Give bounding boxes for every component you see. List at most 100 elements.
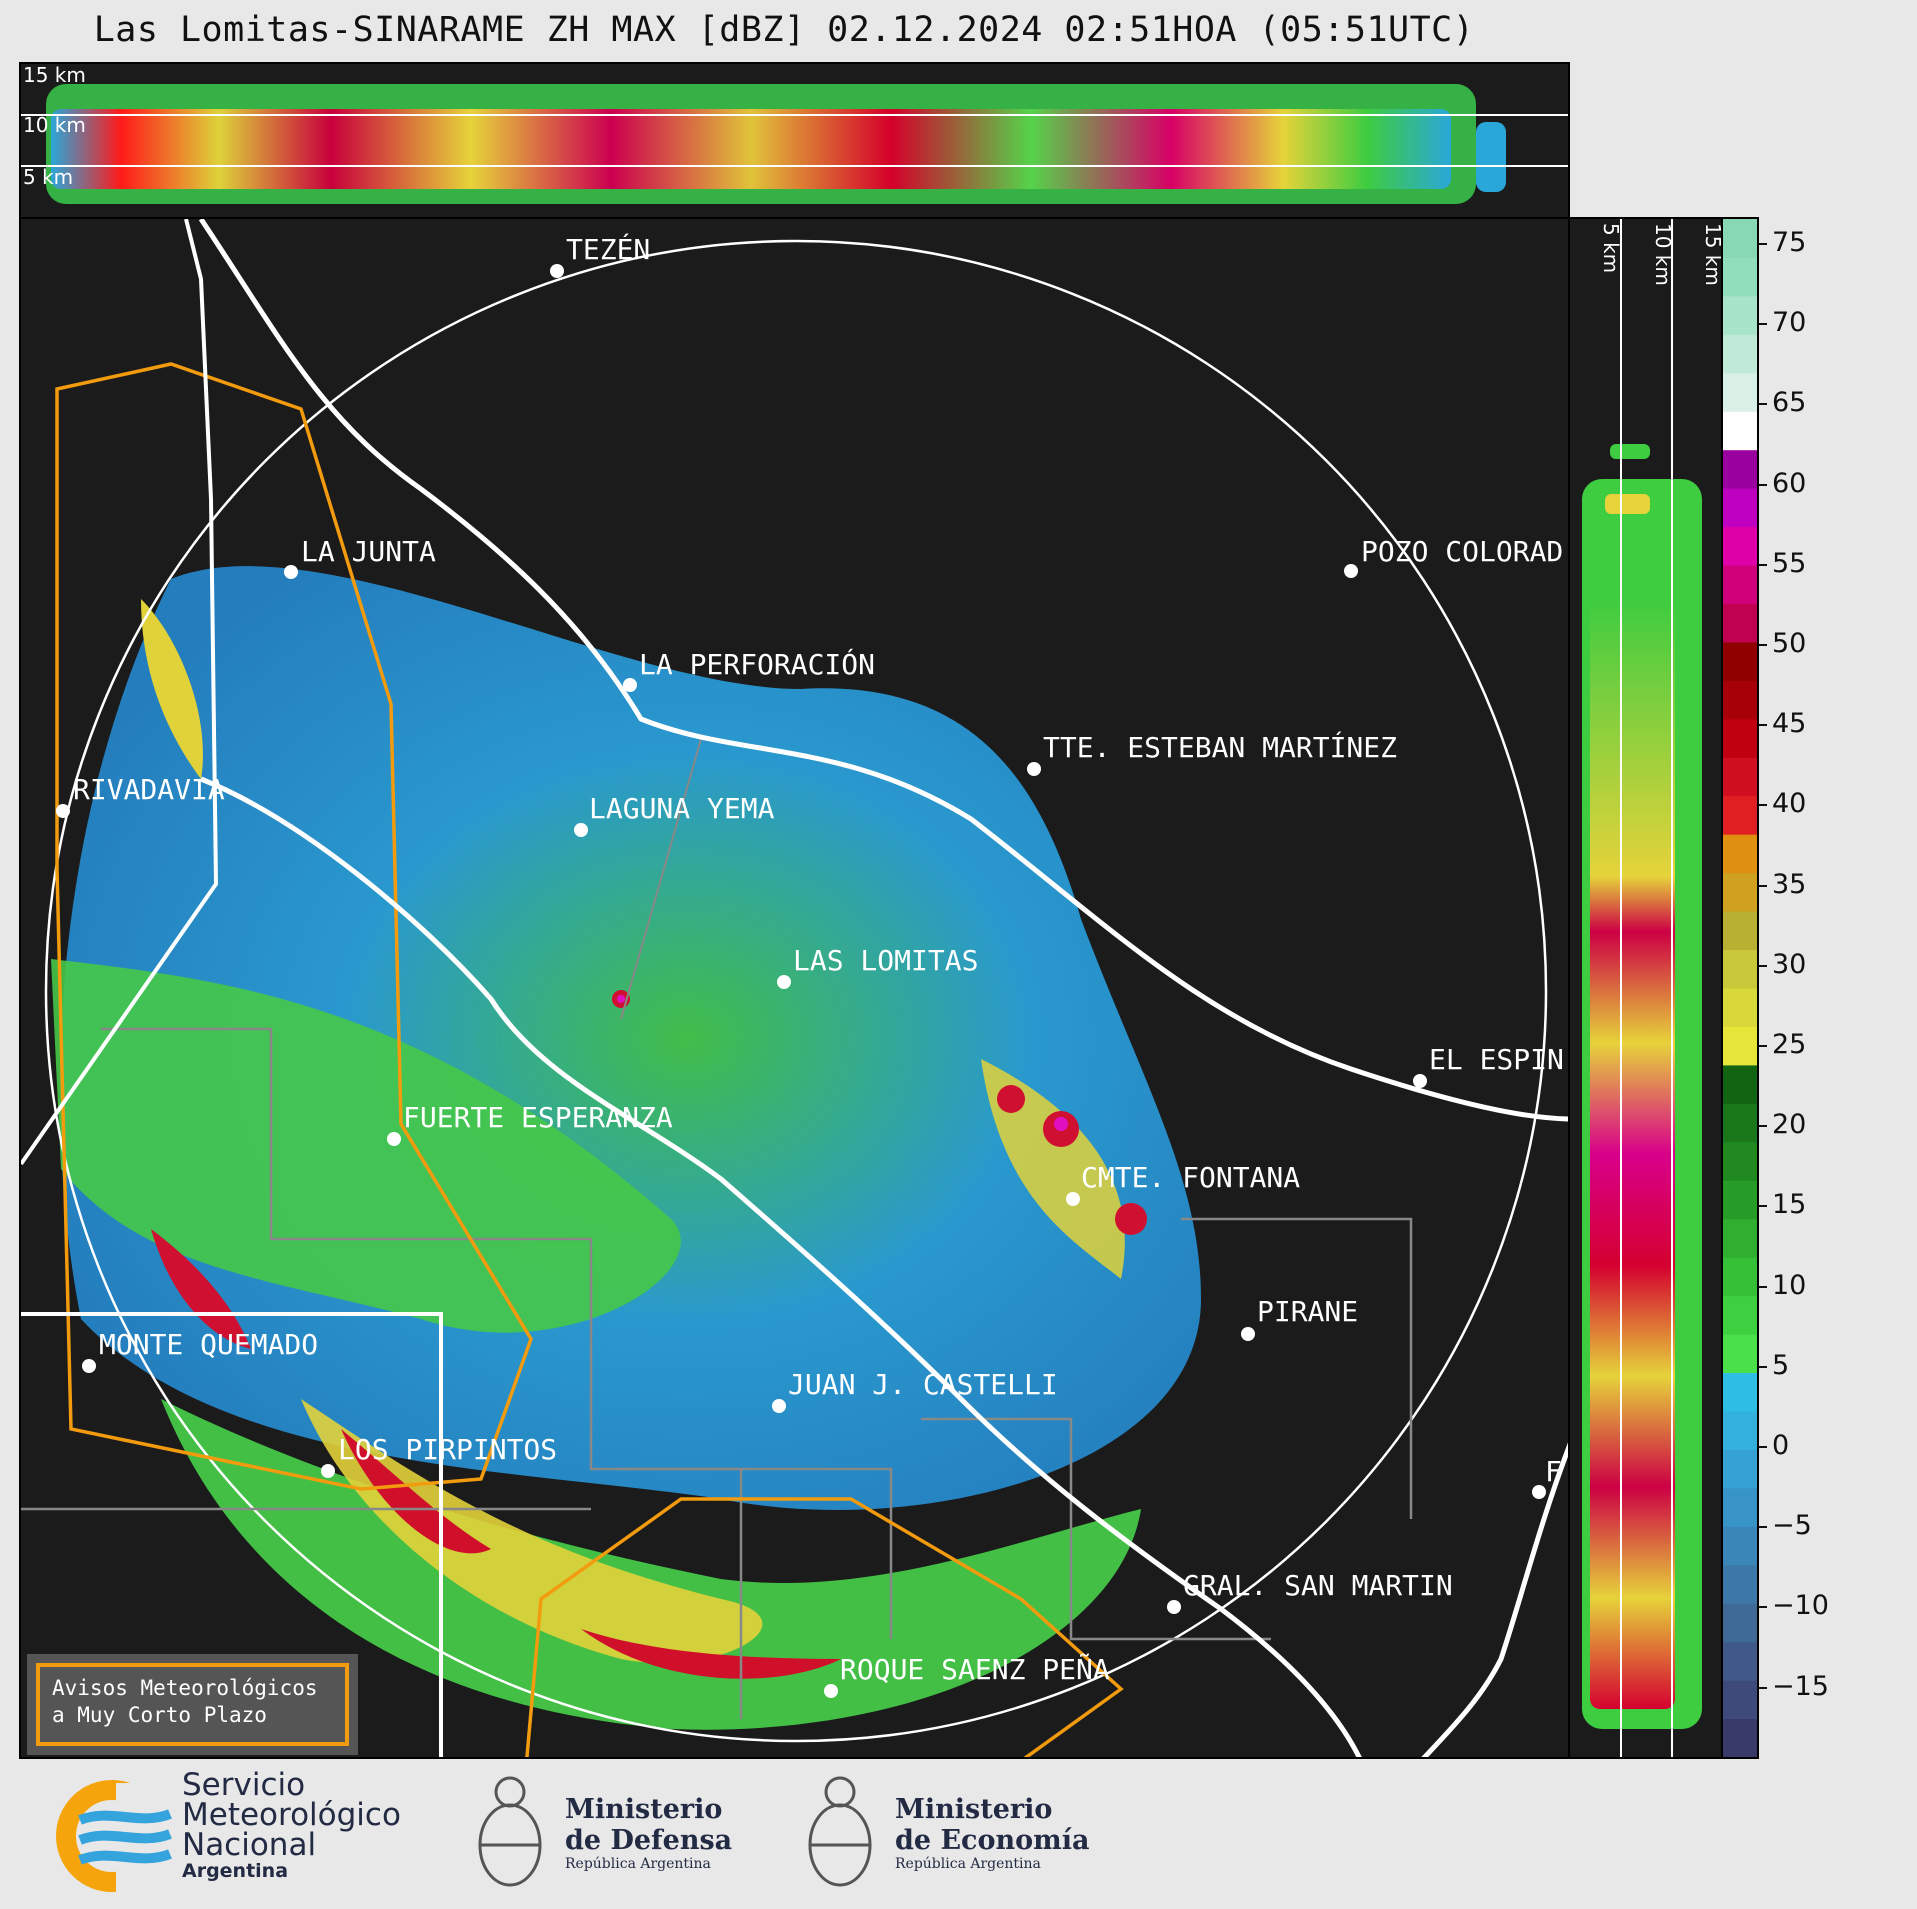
page-title: Las Lomitas-SINARAME ZH MAX [dBZ] 02.12.… [93, 10, 1475, 50]
escudo-icon [478, 1776, 542, 1887]
svg-text:TTE. ESTEBAN MARTÍNEZ: TTE. ESTEBAN MARTÍNEZ [1043, 730, 1397, 764]
colorbar-tick-label: −10 [1772, 1590, 1829, 1622]
colorbar-band [1723, 526, 1757, 566]
colorbar-band [1723, 1334, 1757, 1373]
colorbar-band [1723, 334, 1757, 374]
svg-text:LA JUNTA: LA JUNTA [301, 535, 436, 568]
colorbar-band [1723, 757, 1757, 797]
colorbar-band [1723, 1218, 1757, 1258]
height-label-15: 15 km [23, 64, 86, 87]
svg-text:GRAL. SAN MARTIN: GRAL. SAN MARTIN [1183, 1569, 1453, 1602]
colorbar-tick-label: 40 [1772, 788, 1807, 820]
colorbar-band [1723, 988, 1757, 1027]
colorbar-tick-mark [1759, 1446, 1767, 1448]
svg-text:EL ESPIN: EL ESPIN [1429, 1043, 1564, 1076]
town-gral-san-martin[interactable]: GRAL. SAN MARTIN [1167, 1569, 1453, 1614]
economia-line1: Ministerio [895, 1794, 1053, 1825]
town-el-espinillo[interactable]: EL ESPIN [1413, 1043, 1564, 1088]
colorbar-tick-label: −15 [1772, 1670, 1829, 1702]
town-f-partial[interactable]: F [1532, 1455, 1562, 1499]
colorbar-tick-label: 5 [1772, 1349, 1790, 1381]
colorbar-band [1723, 1603, 1757, 1643]
colorbar-band [1723, 1295, 1757, 1335]
colorbar-band [1723, 1372, 1757, 1412]
side-height-profile: 5 km 10 km 15 km [1568, 217, 1725, 1759]
town-pozo-colorado[interactable]: POZO COLORAD [1344, 535, 1563, 578]
colorbar-band [1723, 1487, 1757, 1527]
avisos-line2: a Muy Corto Plazo [52, 1703, 267, 1727]
town-laguna-yema[interactable]: LAGUNA YEMA [574, 792, 775, 837]
colorbar-band [1723, 911, 1757, 951]
colorbar-band [1723, 1449, 1757, 1489]
height-label-5: 5 km [23, 165, 73, 189]
colorbar-band [1723, 219, 1757, 258]
colorbar-tick-label: 30 [1772, 948, 1807, 980]
colorbar-tick-mark [1759, 483, 1767, 486]
economia-line3: República Argentina [895, 1856, 1041, 1872]
town-roque-saenz-pena[interactable]: ROQUE SAENZ PEÑA [824, 1652, 1110, 1698]
smn-line3: Nacional [182, 1827, 317, 1863]
town-tezen[interactable]: TEZÉN [550, 232, 650, 278]
colorbar-band [1723, 1064, 1757, 1104]
svg-text:LAS LOMITAS: LAS LOMITAS [793, 944, 978, 977]
colorbar-tick-label: 75 [1772, 227, 1807, 258]
town-fuerte-esperanza[interactable]: FUERTE ESPERANZA [387, 1101, 673, 1146]
colorbar-tick-mark [1759, 884, 1767, 887]
town-la-perforacion[interactable]: LA PERFORACIÓN [623, 647, 875, 692]
colorbar-band [1723, 872, 1757, 912]
colorbar-tick-mark [1759, 563, 1767, 566]
colorbar-tick-mark [1759, 323, 1767, 326]
colorbar-tick-mark [1759, 964, 1767, 967]
side-height-label-15: 15 km [1701, 223, 1725, 286]
town-juan-j-castelli[interactable]: JUAN J. CASTELLI [772, 1368, 1058, 1413]
colorbar-band [1723, 257, 1757, 297]
colorbar-tick-label: 25 [1772, 1029, 1807, 1060]
colorbar-band [1723, 565, 1757, 604]
town-las-lomitas[interactable]: LAS LOMITAS [777, 944, 978, 989]
colorbar-band [1723, 949, 1757, 989]
colorbar-tick-mark [1759, 644, 1767, 646]
town-rivadavia[interactable]: RIVADAVIA [56, 773, 225, 818]
side-height-label-10: 10 km [1651, 223, 1675, 286]
colorbar-tick-mark [1759, 403, 1767, 406]
colorbar-tick-mark [1759, 243, 1767, 245]
colorbar-band [1723, 1141, 1757, 1181]
town-la-junta[interactable]: LA JUNTA [284, 535, 436, 579]
colorbar-band [1723, 372, 1757, 412]
colorbar-tick-mark [1759, 724, 1767, 727]
smn-logo-icon [56, 1780, 180, 1893]
colorbar-tick-label: −5 [1772, 1510, 1812, 1542]
colorbar-tick-label: 50 [1772, 628, 1807, 659]
top-profile-svg: 15 km 10 km 5 km [21, 64, 1568, 204]
defensa-line2: de Defensa [565, 1825, 733, 1856]
top-height-profile: 15 km 10 km 5 km [19, 62, 1570, 219]
colorbar-band [1723, 1410, 1757, 1450]
colorbar-tick-mark [1759, 1526, 1767, 1529]
colorbar-tick-label: 60 [1772, 467, 1807, 499]
avisos-line1: Avisos Meteorológicos [52, 1676, 318, 1700]
colorbar-band [1723, 449, 1757, 489]
colorbar-tick-label: 15 [1772, 1189, 1807, 1221]
colorbar-band [1723, 1680, 1757, 1720]
town-monte-quemado[interactable]: MONTE QUEMADO [82, 1328, 318, 1373]
avisos-badge[interactable]: Avisos Meteorológicos a Muy Corto Plazo [27, 1654, 358, 1755]
escudo-icon [808, 1776, 872, 1887]
colorbar-band [1723, 1641, 1757, 1681]
town-tte-esteban-martinez[interactable]: TTE. ESTEBAN MARTÍNEZ [1027, 730, 1397, 776]
town-cmte-fontana[interactable]: CMTE. FONTANA [1066, 1161, 1300, 1206]
town-los-pirpintos[interactable]: LOS PIRPINTOS [321, 1433, 557, 1478]
svg-text:ROQUE SAENZ PEÑA: ROQUE SAENZ PEÑA [840, 1652, 1110, 1686]
town-pirane[interactable]: PIRANE [1241, 1295, 1358, 1341]
colorbar-band [1723, 680, 1757, 720]
colorbar-band [1723, 641, 1757, 681]
colorbar-band [1723, 411, 1757, 451]
colorbar-tick-mark [1759, 1205, 1767, 1208]
colorbar-band [1723, 488, 1757, 528]
colorbar-tick-mark [1759, 1606, 1767, 1609]
colorbar-tick-mark [1759, 1365, 1767, 1368]
colorbar-tick-label: 0 [1772, 1430, 1790, 1461]
radar-map[interactable]: TEZÉN LA JUNTA POZO COLORAD LA PERFORACI… [19, 217, 1570, 1759]
colorbar-band [1723, 1564, 1757, 1604]
svg-text:F: F [1545, 1455, 1562, 1488]
colorbar-tick-label: 35 [1772, 868, 1807, 900]
